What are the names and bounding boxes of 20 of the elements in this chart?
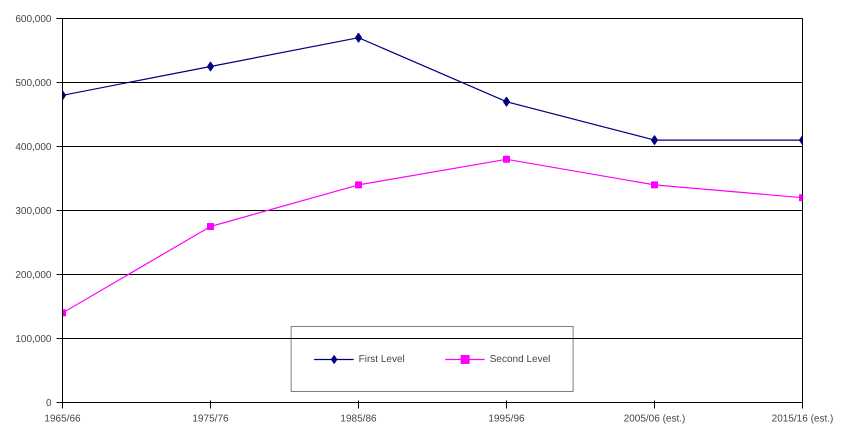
- x-tick-label: 1985/86: [340, 414, 378, 424]
- point: [207, 223, 214, 230]
- x-tick-label: 1965/66: [44, 414, 82, 424]
- y-tick-label: 200,000: [15, 270, 52, 281]
- point: [651, 181, 658, 188]
- x-tick-label: 2015/16 (est.): [772, 414, 834, 424]
- y-tick-label: 500,000: [15, 78, 52, 89]
- point: [355, 181, 362, 188]
- point: [207, 62, 214, 72]
- y-tick-label: 600,000: [15, 14, 52, 25]
- x-tick-label: 1995/96: [488, 414, 526, 424]
- legend-label: Second Level: [490, 354, 550, 364]
- y-tick-label: 0: [46, 398, 52, 409]
- legend-label: First Level: [358, 354, 405, 364]
- y-tick-label: 100,000: [15, 334, 52, 345]
- y-tick-label: 300,000: [15, 206, 52, 217]
- x-tick-label: 2005/06 (est.): [624, 414, 686, 424]
- point: [503, 156, 510, 163]
- x-tick-label: 1975/76: [192, 414, 230, 424]
- y-tick-label: 400,000: [15, 142, 52, 153]
